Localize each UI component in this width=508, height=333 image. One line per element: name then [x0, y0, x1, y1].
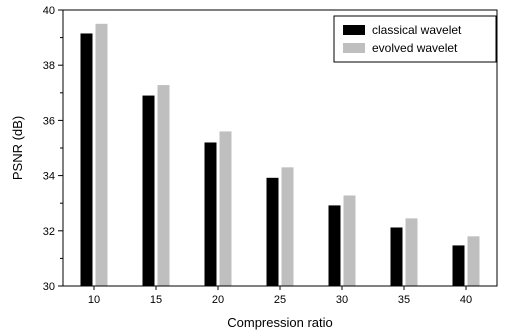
bar-evolved-20	[219, 131, 232, 286]
legend-label: classical wavelet	[372, 23, 462, 37]
y-tick-label: 38	[43, 60, 55, 72]
bar-evolved-15	[157, 85, 170, 287]
x-tick-label: 35	[398, 294, 410, 306]
bar-classical-20	[204, 142, 217, 286]
bar-classical-15	[142, 95, 155, 286]
bars	[80, 23, 480, 287]
x-tick-label: 30	[336, 294, 348, 306]
x-axis-label: Compression ratio	[227, 315, 333, 330]
legend-items: classical wavelet evolved wavelet	[343, 23, 462, 55]
y-tick-label: 34	[43, 171, 55, 183]
x-tick-label: 25	[274, 294, 286, 306]
x-tick-label: 15	[150, 294, 162, 306]
bar-evolved-25	[281, 167, 294, 286]
bar-classical-40	[452, 245, 465, 286]
legend-swatch	[343, 43, 365, 53]
y-tick-label: 36	[43, 115, 55, 127]
bar-classical-10	[80, 33, 93, 287]
bar-evolved-30	[343, 195, 356, 286]
bar-classical-35	[390, 227, 403, 286]
axis-ticks: 10 15 20 25 30 35 40 30 32 34 36 38 40	[43, 5, 472, 306]
bar-classical-25	[266, 177, 279, 286]
bar-evolved-35	[405, 218, 418, 286]
y-axis-label: PSNR (dB)	[10, 116, 25, 180]
legend: classical wavelet evolved wavelet	[333, 15, 497, 63]
x-tick-label: 10	[88, 294, 100, 306]
y-tick-label: 32	[43, 226, 55, 238]
bar-evolved-40	[467, 236, 480, 286]
plot-frame	[62, 9, 498, 287]
legend-label: evolved wavelet	[372, 41, 458, 55]
legend-box	[333, 15, 497, 63]
bar-evolved-10	[95, 23, 108, 287]
y-tick-label: 40	[43, 5, 55, 17]
x-tick-label: 20	[212, 294, 224, 306]
x-tick-label: 40	[460, 294, 472, 306]
y-tick-label: 30	[43, 281, 55, 293]
bar-classical-30	[328, 205, 341, 286]
legend-swatch	[343, 25, 365, 35]
